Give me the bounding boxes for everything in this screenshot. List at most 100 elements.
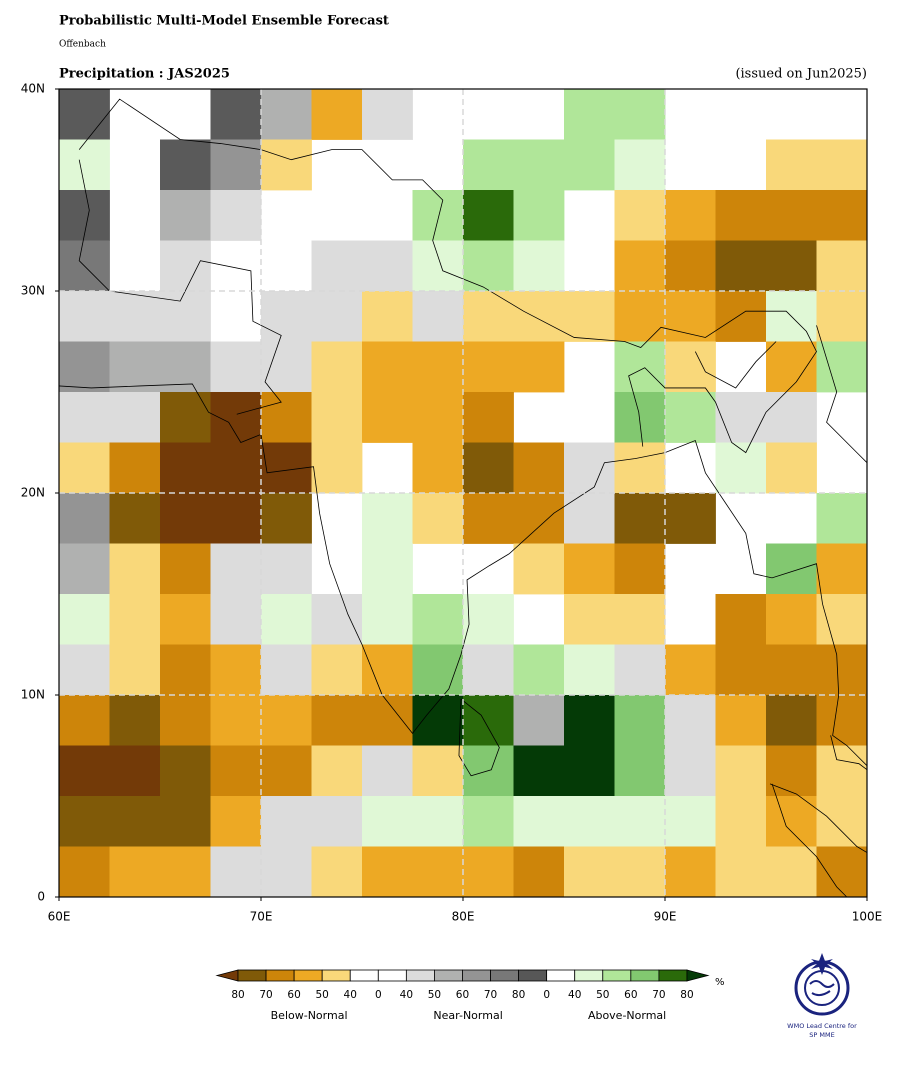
- forecast-cell: [564, 543, 615, 595]
- forecast-cell: [463, 644, 514, 696]
- forecast-cell: [513, 543, 565, 595]
- forecast-cell: [614, 594, 666, 645]
- axes: 60E 70E 80E 90E 100E 40N 30N 20N 10N 0: [21, 82, 883, 924]
- forecast-cell: [160, 392, 211, 443]
- forecast-cell: [210, 442, 262, 494]
- forecast-cell: [311, 644, 363, 696]
- forecast-cell: [766, 644, 817, 696]
- forecast-cell: [412, 392, 464, 443]
- forecast-cell: [816, 493, 868, 544]
- forecast-cell: [715, 442, 767, 494]
- forecast-cell: [665, 240, 716, 292]
- forecast-cell: [160, 543, 211, 595]
- title: Probabilistic Multi-Model Ensemble Forec…: [59, 14, 389, 29]
- colorbar-segment: [265, 969, 295, 982]
- colorbar-label: 50: [428, 989, 441, 1001]
- category-label: Below-Normal: [271, 1009, 348, 1022]
- forecast-cell: [766, 745, 817, 797]
- forecast-cell: [715, 745, 767, 797]
- colorbar: 80 70 60 50 40 0 40 50 60 70 80 0 40 50 60 70 80% Below-N…: [215, 969, 724, 1022]
- forecast-cell: [816, 190, 868, 241]
- forecast-cell: [463, 846, 514, 898]
- forecast-cell: [160, 139, 211, 191]
- forecast-cell: [412, 341, 464, 393]
- forecast-cell: [614, 493, 666, 544]
- category-label: Above-Normal: [588, 1009, 666, 1022]
- forecast-cell: [715, 796, 767, 847]
- colorbar-label: 80: [680, 989, 693, 1001]
- forecast-cell: [311, 796, 363, 847]
- cell-grid: [59, 89, 868, 898]
- forecast-cell: [59, 745, 110, 797]
- forecast-cell: [109, 543, 161, 595]
- forecast-cell: [665, 846, 716, 898]
- forecast-cell: [261, 493, 312, 544]
- forecast-cell: [109, 442, 161, 494]
- forecast-cell: [210, 89, 262, 140]
- forecast-cell: [311, 392, 363, 443]
- colorbar-segment: [405, 969, 435, 982]
- forecast-cell: [816, 139, 868, 191]
- forecast-cell: [210, 796, 262, 847]
- forecast-cell: [59, 89, 110, 140]
- lat-label: 0: [37, 890, 45, 904]
- forecast-cell: [463, 695, 514, 746]
- forecast-cell: [160, 695, 211, 746]
- forecast-cell: [362, 89, 413, 140]
- lon-label: 70E: [250, 910, 273, 924]
- colorbar-segment: [602, 969, 632, 982]
- forecast-cell: [59, 139, 110, 191]
- forecast-cell: [614, 644, 666, 696]
- logo-text: WMO Lead Centre for: [787, 1022, 857, 1030]
- forecast-cell: [766, 240, 817, 292]
- forecast-cell: [463, 493, 514, 544]
- coastline: [78, 159, 282, 415]
- forecast-cell: [412, 644, 464, 696]
- colorbar-segment: [434, 969, 463, 982]
- forecast-cell: [412, 190, 464, 241]
- forecast-cell: [564, 745, 615, 797]
- forecast-cell: [311, 695, 363, 746]
- forecast-cell: [513, 695, 565, 746]
- forecast-cell: [59, 644, 110, 696]
- forecast-cell: [210, 846, 262, 898]
- logo-land: [809, 980, 835, 997]
- lon-label: 100E: [852, 910, 883, 924]
- forecast-cell: [564, 695, 615, 746]
- colorbar-segment: [349, 969, 379, 982]
- lat-label: 40N: [21, 82, 45, 96]
- colorbar-segment: [377, 969, 407, 982]
- forecast-cell: [614, 392, 666, 443]
- forecast-cell: [665, 695, 716, 746]
- colorbar-segment: [321, 969, 351, 982]
- forecast-cell: [665, 190, 716, 241]
- forecast-cell: [614, 745, 666, 797]
- forecast-cell: [614, 190, 666, 241]
- colorbar-label: 50: [315, 989, 328, 1001]
- forecast-cell: [412, 846, 464, 898]
- forecast-cell: [816, 644, 868, 696]
- forecast-cell: [210, 644, 262, 696]
- forecast-cell: [160, 190, 211, 241]
- forecast-cell: [261, 594, 312, 645]
- coastline: [78, 98, 817, 454]
- colorbar-label: 80: [512, 989, 525, 1001]
- forecast-cell: [564, 139, 615, 191]
- forecast-cell: [109, 745, 161, 797]
- forecast-cell: [261, 543, 312, 595]
- colorbar-label: 70: [484, 989, 497, 1001]
- forecast-cell: [513, 190, 565, 241]
- forecast-cell: [59, 341, 110, 393]
- forecast-cell: [210, 745, 262, 797]
- forecast-cell: [59, 594, 110, 645]
- forecast-cell: [715, 190, 767, 241]
- forecast-cell: [766, 392, 817, 443]
- forecast-cell: [513, 442, 565, 494]
- forecast-cell: [261, 291, 312, 342]
- forecast-cell: [766, 543, 817, 595]
- colorbar-arrow: [686, 969, 710, 982]
- forecast-cell: [816, 341, 868, 393]
- forecast-cell: [816, 291, 868, 342]
- forecast-cell: [614, 291, 666, 342]
- forecast-cell: [362, 594, 413, 645]
